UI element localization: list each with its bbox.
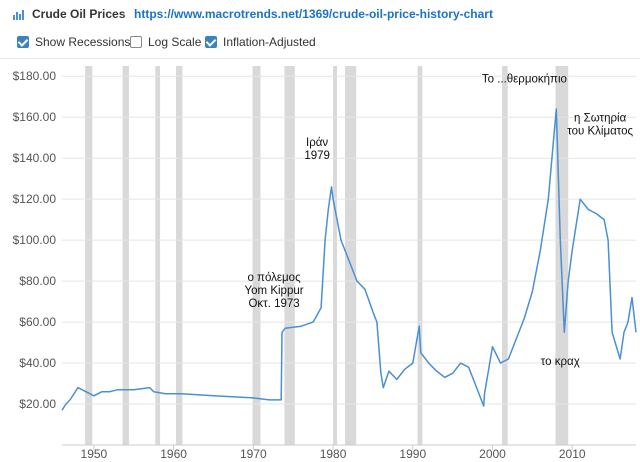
annotation-label: 1979 xyxy=(304,150,330,162)
y-tick-label: $20.00 xyxy=(19,397,56,411)
y-tick-label: $100.00 xyxy=(13,233,57,247)
x-tick-label: 2000 xyxy=(479,447,506,461)
annotation-label: η Σωτηρία xyxy=(574,112,627,124)
x-tick-label: 1960 xyxy=(160,447,187,461)
x-axis-ticks: 1950 1960 1970 1980 1990 2000 2010 xyxy=(81,445,586,461)
log-scale-toggle[interactable]: Log Scale xyxy=(130,34,201,50)
y-tick-label: $120.00 xyxy=(13,192,57,206)
log-scale-label: Log Scale xyxy=(148,35,202,49)
oil-price-chart: $20.00 $40.00 $60.00 $80.00 $100.00 $120.00 $1… xyxy=(13,66,637,461)
annotation-label: Ιράν xyxy=(306,137,328,149)
recession-band xyxy=(176,66,183,445)
y-tick-label: $80.00 xyxy=(19,274,56,288)
y-tick-label: $40.00 xyxy=(19,356,56,370)
annotation-label: του Κλίματος xyxy=(567,125,633,137)
inflation-adjusted-toggle[interactable]: Inflation-Adjusted xyxy=(205,34,316,50)
recession-band xyxy=(122,66,129,445)
annotation-label: ο πόλεμος xyxy=(247,272,301,284)
log-scale-checkbox[interactable] xyxy=(130,36,142,48)
x-tick-label: 1970 xyxy=(240,447,267,461)
recession-band xyxy=(333,66,338,445)
y-tick-label: $180.00 xyxy=(13,69,57,83)
bar-chart-icon xyxy=(13,10,24,20)
recession-band xyxy=(85,66,93,445)
recession-band xyxy=(555,66,569,445)
annotation-label: Οκτ. 1973 xyxy=(248,298,299,310)
x-tick-label: 1980 xyxy=(320,447,347,461)
annotation-label: Yom Kippur xyxy=(245,285,304,297)
chart-header: Crude Oil Prices - https://www.macrotren… xyxy=(0,0,640,59)
recession-band xyxy=(284,66,295,445)
x-tick-label: 2010 xyxy=(559,447,586,461)
gridlines xyxy=(62,75,636,405)
recession-band xyxy=(502,66,508,445)
y-axis-ticks: $20.00 $40.00 $60.00 $80.00 $100.00 $120.00 $1… xyxy=(13,69,57,411)
recession-bands xyxy=(85,66,569,445)
recession-band xyxy=(252,66,261,445)
inflation-adjusted-label: Inflation-Adjusted xyxy=(223,35,316,49)
source-link[interactable]: https://www.macrotrends.net/1369/crude-o… xyxy=(134,7,493,21)
recession-band xyxy=(155,66,161,445)
recession-band xyxy=(417,66,423,445)
title-separator: - xyxy=(121,7,125,21)
page-title: Crude Oil Prices xyxy=(32,7,126,21)
price-series-line xyxy=(61,108,637,411)
inflation-adjusted-checkbox[interactable] xyxy=(205,36,217,48)
show-recessions-label: Show Recessions xyxy=(35,35,131,49)
x-tick-label: 1950 xyxy=(81,447,108,461)
y-tick-label: $140.00 xyxy=(13,151,57,165)
show-recessions-toggle[interactable]: Show Recessions xyxy=(17,34,130,50)
recession-band xyxy=(345,66,357,445)
annotation-label: το κραχ xyxy=(541,356,580,368)
annotation-label: Το ...θερμοκήπιο xyxy=(482,73,567,85)
y-tick-label: $60.00 xyxy=(19,315,56,329)
y-tick-label: $160.00 xyxy=(13,110,57,124)
x-tick-label: 1990 xyxy=(399,447,426,461)
show-recessions-checkbox[interactable] xyxy=(17,36,29,48)
